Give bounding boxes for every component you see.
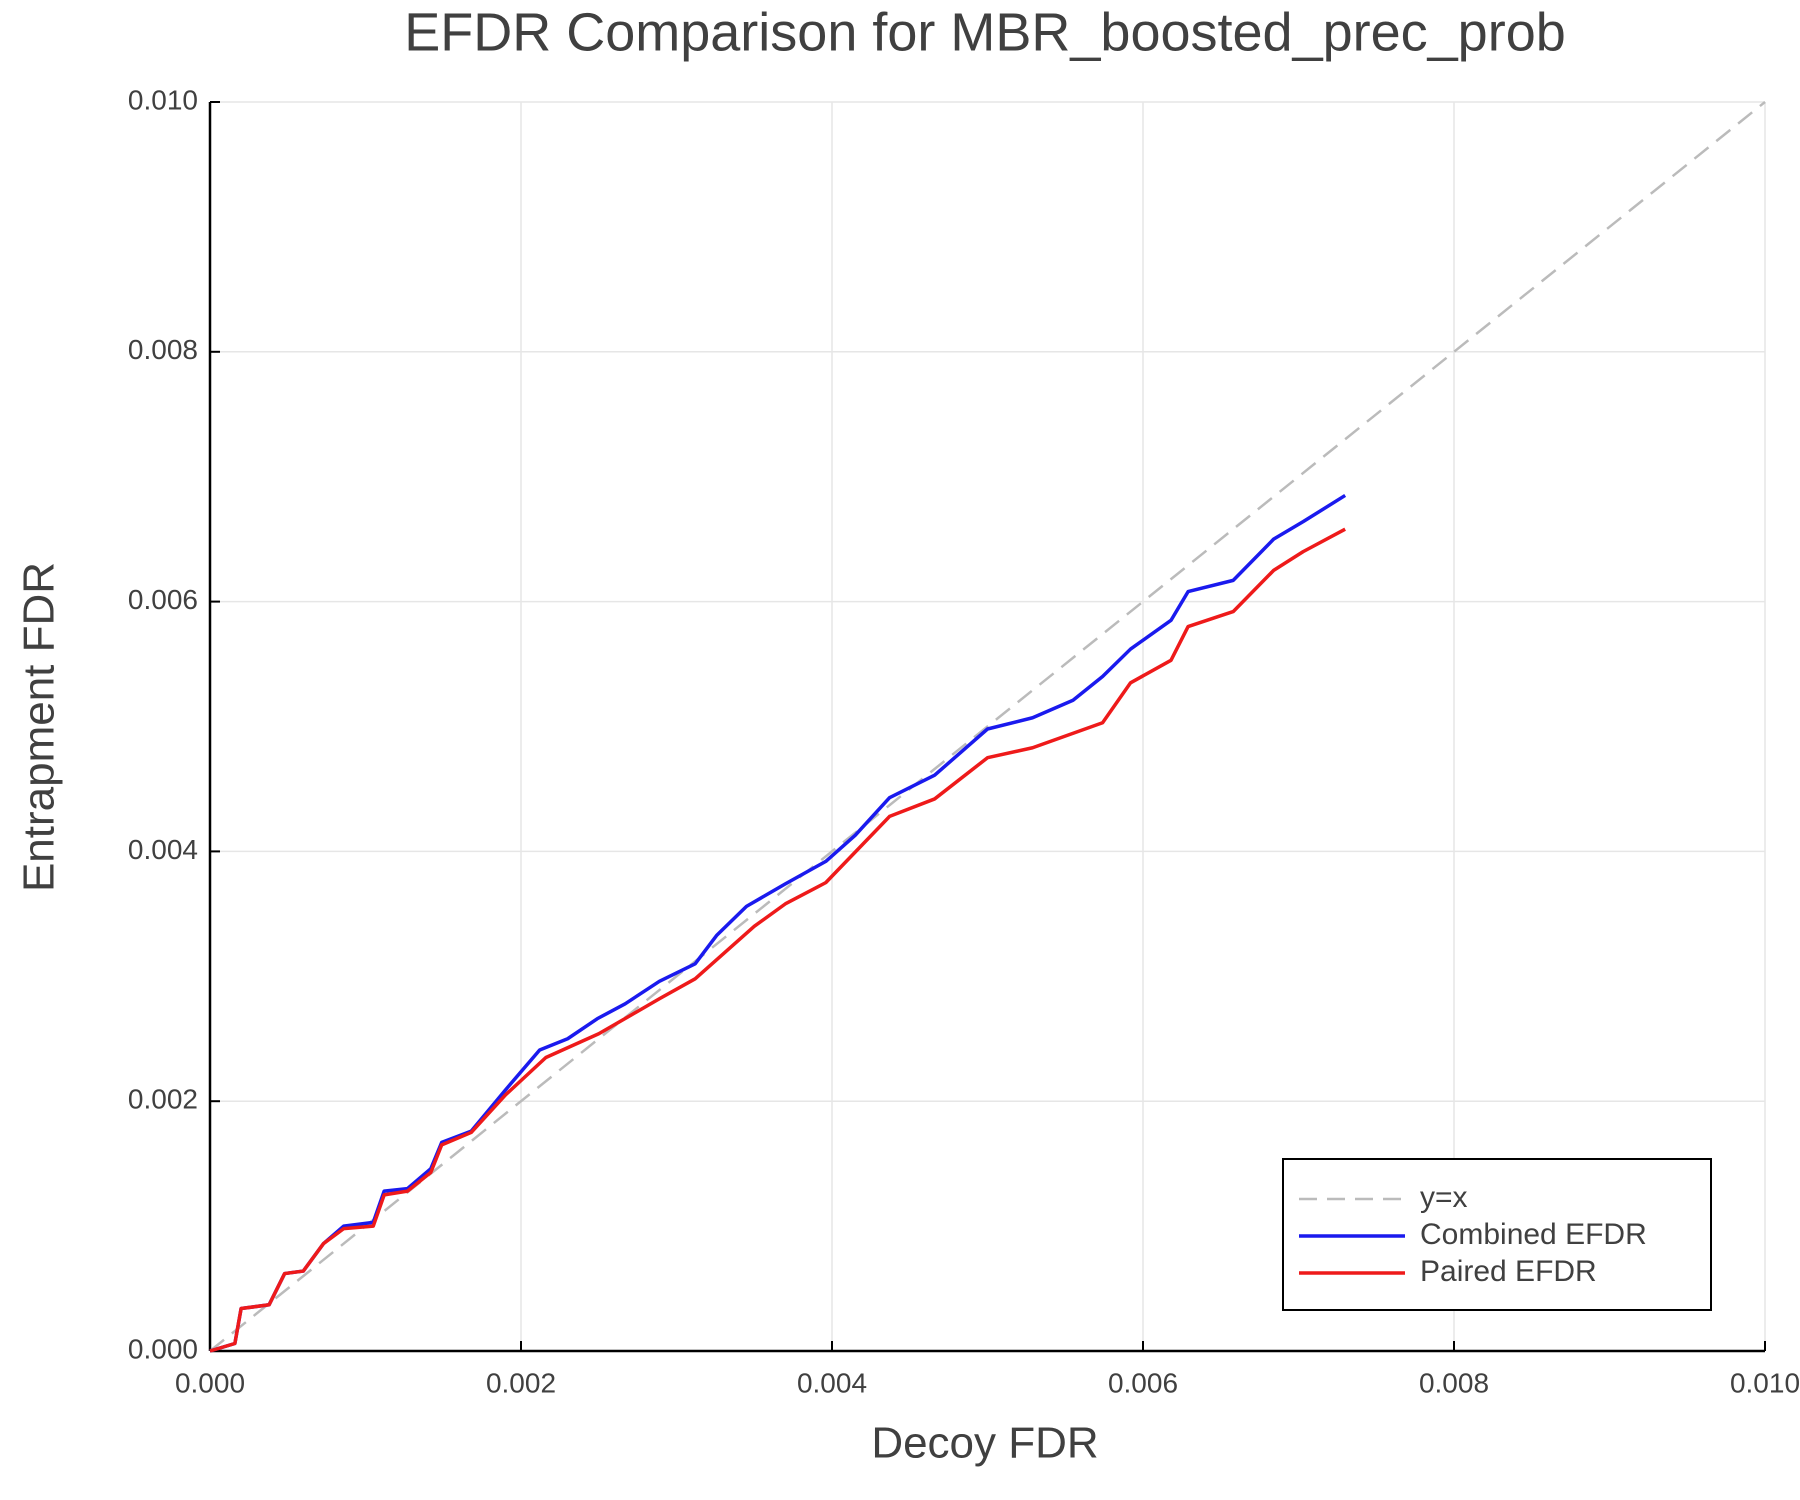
y-tick-label: 0.002 (128, 1084, 198, 1115)
x-tick-label: 0.000 (175, 1367, 245, 1398)
x-tick-label: 0.002 (486, 1367, 556, 1398)
x-tick-label: 0.010 (1730, 1367, 1800, 1398)
legend-label: Combined EFDR (1420, 1218, 1647, 1251)
x-tick-label: 0.008 (1419, 1367, 1489, 1398)
series-line (209, 493, 1347, 1353)
y-tick-label: 0.004 (128, 834, 198, 865)
legend-label: y=x (1420, 1181, 1468, 1214)
y-tick-label: 0.010 (128, 84, 198, 115)
legend-label: Paired EFDR (1420, 1255, 1597, 1288)
chart-title: EFDR Comparison for MBR_boosted_prec_pro… (404, 2, 1566, 62)
series-line (209, 101, 1766, 1352)
y-tick-label: 0.000 (128, 1333, 198, 1364)
x-tick-label: 0.004 (797, 1367, 867, 1398)
y-tick-label: 0.006 (128, 584, 198, 615)
x-tick-label: 0.006 (1108, 1367, 1178, 1398)
series-line (209, 527, 1346, 1353)
y-axis-label: Entrapment FDR (15, 562, 64, 892)
x-axis-label: Decoy FDR (871, 1419, 1098, 1468)
y-tick-label: 0.008 (128, 334, 198, 365)
